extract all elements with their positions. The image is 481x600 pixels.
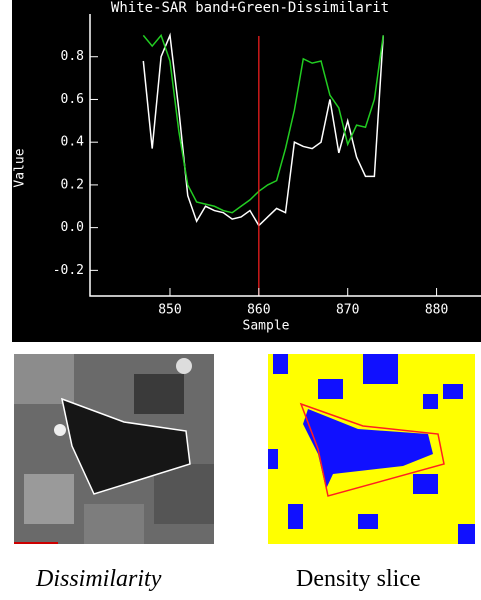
x-tick-label: 870 [336, 303, 359, 318]
y-tick-label: 0.8 [61, 49, 84, 64]
density-slice-image [268, 354, 475, 544]
caption-left: Dissimilarity [36, 566, 162, 592]
caption-right: Density slice [296, 566, 421, 592]
axes-frame [89, 14, 481, 297]
plot-area [142, 32, 384, 296]
y-tick-label: -0.2 [53, 263, 84, 278]
x-tick-label: 860 [247, 303, 270, 318]
y-tick-label: 0.6 [61, 92, 84, 107]
chart: White-SAR band+Green-Dissimilarit Sample… [12, 0, 481, 342]
x-tick-label: 880 [425, 303, 448, 318]
series-line [142, 32, 384, 227]
y-tick-label: 0.2 [61, 177, 84, 192]
series-line [142, 33, 384, 214]
y-tick-label: 0.0 [61, 220, 84, 235]
x-tick-label: 850 [158, 303, 181, 318]
x-axis-label: Sample [243, 319, 290, 334]
dissimilarity-image [14, 354, 214, 544]
y-axis-label: Value [13, 148, 28, 187]
y-tick-label: 0.4 [61, 135, 85, 150]
chart-title: White-SAR band+Green-Dissimilarit [111, 0, 389, 16]
